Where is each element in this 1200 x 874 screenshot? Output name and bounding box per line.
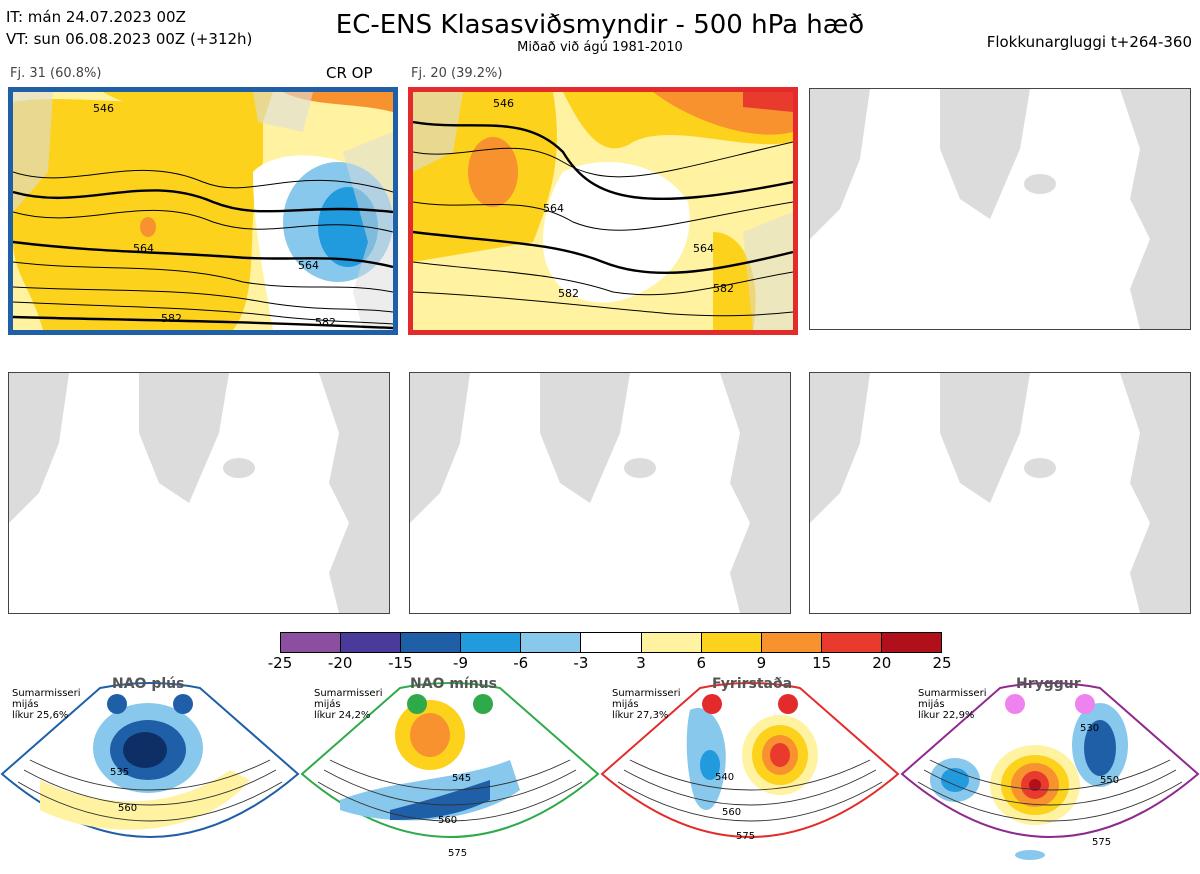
colorbar-tick-label: -25 bbox=[267, 654, 293, 672]
regime-3-title: Fyrirstaða bbox=[712, 676, 793, 692]
cluster-2-contour-label-b: 564 bbox=[693, 242, 714, 255]
cluster-1-map[interactable]: 564 564 582 582 546 bbox=[8, 87, 398, 335]
colorbar-tick-label: -3 bbox=[573, 654, 589, 672]
cluster-2-contour-label-e: 546 bbox=[493, 97, 514, 110]
regime-4-label-c: 575 bbox=[1092, 837, 1112, 848]
cluster-2-label: Fj. 20 (39.2%) bbox=[411, 66, 503, 81]
regime-4-info-line-2: mijás bbox=[918, 699, 945, 710]
regime-3-label-a: 540 bbox=[715, 772, 735, 783]
regime-1-info-line-1: Sumarmisseri bbox=[12, 688, 81, 699]
cluster-1-contour-label-d: 582 bbox=[315, 316, 336, 329]
page-subtitle: Miðað við ágú 1981-2010 bbox=[517, 40, 683, 55]
regime-1-info-line-3: líkur 25,6% bbox=[12, 710, 69, 721]
colorbar-tick-label: 25 bbox=[932, 654, 952, 672]
cluster-2-map[interactable]: 564 564 582 582 546 bbox=[408, 87, 798, 335]
colorbar-swatch bbox=[821, 633, 882, 652]
classification-window: Flokkunargluggi t+264-360 bbox=[986, 33, 1192, 51]
regime-3-label-b: 560 bbox=[722, 807, 742, 818]
cluster-1-contour-label-a: 564 bbox=[133, 242, 154, 255]
regime-4-label-a: 530 bbox=[1080, 723, 1100, 734]
regime-1-title: NAO plús bbox=[112, 676, 185, 692]
colorbar-tick-label: 15 bbox=[812, 654, 832, 672]
initial-time: IT: mán 24.07.2023 00Z bbox=[6, 8, 186, 26]
colorbar-swatch bbox=[461, 633, 522, 652]
colorbar-swatch bbox=[881, 633, 942, 652]
cluster-1-contour-label-e: 546 bbox=[93, 102, 114, 115]
cluster-2-contour-label-c: 582 bbox=[558, 287, 579, 300]
colorbar-swatch bbox=[761, 633, 822, 652]
cluster-1-tag: CR OP bbox=[326, 64, 373, 82]
regime-1-info: Sumarmisseri mijás líkur 25,6% bbox=[12, 688, 80, 721]
colorbar-swatch bbox=[341, 633, 402, 652]
run-info: IT: mán 24.07.2023 00Z VT: sun 06.08.202… bbox=[6, 6, 252, 50]
empty-map-6 bbox=[809, 372, 1191, 614]
regime-4-title: Hryggur bbox=[1016, 676, 1081, 692]
cluster-1-contour-label-b: 564 bbox=[298, 259, 319, 272]
colorbar-tick-label: -15 bbox=[388, 654, 413, 672]
cluster-1-contour-label-c: 582 bbox=[161, 312, 182, 325]
valid-time: VT: sun 06.08.2023 00Z (+312h) bbox=[6, 30, 253, 48]
regime-3-info-line-3: líkur 27,3% bbox=[612, 710, 669, 721]
regime-2-label-a: 545 bbox=[452, 773, 472, 784]
regime-2-label-b: 560 bbox=[438, 815, 458, 826]
regime-3-info-line-2: mijás bbox=[612, 699, 639, 710]
colorbar-tick-label: -6 bbox=[513, 654, 529, 672]
regime-2-info-line-1: Sumarmisseri bbox=[314, 688, 383, 699]
regime-4-label-b: 550 bbox=[1100, 775, 1120, 786]
colorbar-tick-label: 6 bbox=[696, 654, 707, 672]
colorbar-tick-label: -9 bbox=[453, 654, 469, 672]
colorbar-tick-label: -20 bbox=[327, 654, 353, 672]
regime-1-label-b: 560 bbox=[118, 803, 138, 814]
cluster-1-label: Fj. 31 (60.8%) bbox=[10, 66, 102, 81]
colorbar-swatch bbox=[281, 633, 342, 652]
regime-2-info-line-2: mijás bbox=[314, 699, 341, 710]
regime-blocking: Fyrirstaða Sumarmisseri mijás líkur 27,3… bbox=[600, 670, 900, 870]
regime-1-info-line-2: mijás bbox=[12, 699, 39, 710]
cluster-2-contour-label-d: 582 bbox=[713, 282, 734, 295]
colorbar-tick-label: 3 bbox=[636, 654, 646, 672]
regime-2-info-line-3: líkur 24,2% bbox=[314, 710, 371, 721]
regime-4-info-line-3: líkur 22,9% bbox=[918, 710, 975, 721]
colorbar-tick-label: 9 bbox=[756, 654, 767, 672]
regime-2-title: NAO mínus bbox=[410, 676, 497, 692]
regime-nao-plus: NAO plús Sumarmisseri mijás líkur 25,6% … bbox=[0, 670, 300, 870]
colorbar-swatch bbox=[641, 633, 702, 652]
colorbar-tick-label: 20 bbox=[872, 654, 892, 672]
regime-4-info-line-1: Sumarmisseri bbox=[918, 688, 987, 699]
empty-map-4 bbox=[8, 372, 390, 614]
regime-4-info: Sumarmisseri mijás líkur 22,9% bbox=[918, 688, 986, 721]
empty-map-3 bbox=[809, 88, 1191, 330]
regime-2-label-c: 575 bbox=[448, 848, 468, 859]
regime-ridge: Hryggur Sumarmisseri mijás líkur 22,9% 5… bbox=[900, 670, 1200, 870]
regime-2-info: Sumarmisseri mijás líkur 24,2% bbox=[314, 688, 382, 721]
colorbar-swatch bbox=[401, 633, 462, 652]
regime-3-info-line-1: Sumarmisseri bbox=[612, 688, 681, 699]
colorbar bbox=[280, 632, 942, 653]
cluster-2-contour-label-a: 564 bbox=[543, 202, 564, 215]
colorbar-swatch bbox=[701, 633, 762, 652]
colorbar-swatch bbox=[521, 633, 582, 652]
regime-3-label-c: 575 bbox=[736, 831, 756, 842]
colorbar-swatch bbox=[581, 633, 642, 652]
page-title: EC-ENS Klasasviðsmyndir - 500 hPa hæð bbox=[335, 10, 865, 40]
regime-1-label-a: 535 bbox=[110, 767, 130, 778]
regime-nao-minus: NAO mínus Sumarmisseri mijás líkur 24,2%… bbox=[300, 670, 600, 870]
empty-map-5 bbox=[409, 372, 791, 614]
regime-3-info: Sumarmisseri mijás líkur 27,3% bbox=[612, 688, 680, 721]
